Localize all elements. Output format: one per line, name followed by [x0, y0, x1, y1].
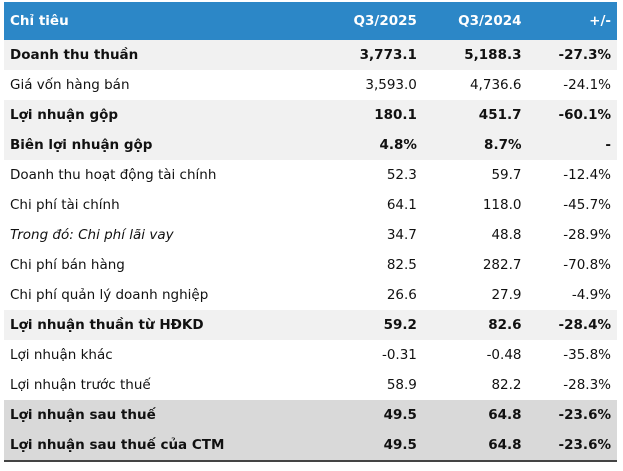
header-cell: Q3/2024	[422, 2, 528, 40]
cell-value: -24.1%	[563, 77, 611, 93]
cell-value: 4,736.6	[469, 77, 522, 93]
cell-value: 180.1	[318, 100, 423, 130]
table-row: Doanh thu thuần 3,773.1 5,188.3 -27.3%	[4, 40, 617, 70]
cell-value: -27.3%	[527, 40, 617, 70]
row-label: Chi phí tài chính	[10, 197, 120, 213]
cell-value: 64.8	[422, 430, 528, 462]
cell-value: 48.8	[491, 227, 522, 243]
cell-value: 82.2	[491, 377, 522, 393]
cell-value: -45.7%	[563, 197, 611, 213]
row-label: Chi phí bán hàng	[10, 257, 125, 273]
row-label: Lợi nhuận sau thuế của CTM	[4, 430, 319, 462]
cell-value: 5,188.3	[422, 40, 528, 70]
cell-value: 3,593.0	[365, 77, 417, 93]
table-row: Lợi nhuận gộp 180.1 451.7 -60.1%	[4, 100, 617, 130]
row-label: Lợi nhuận thuần từ HĐKD	[4, 310, 319, 340]
cell-value: -60.1%	[527, 100, 617, 130]
row-label: Chi phí quản lý doanh nghiệp	[10, 287, 209, 303]
cell-value: 27.9	[491, 287, 522, 303]
cell-value: 282.7	[482, 257, 522, 273]
table-row: Giá vốn hàng bán 3,593.0 4,736.6 -24.1%	[4, 70, 617, 100]
cell-value: 4.8%	[318, 130, 423, 160]
row-label: Lợi nhuận khác	[10, 347, 113, 363]
table-row: Chi phí bán hàng 82.5 282.7 -70.8%	[4, 250, 617, 280]
cell-value: 82.6	[422, 310, 528, 340]
cell-value: 3,773.1	[318, 40, 423, 70]
row-label: Giá vốn hàng bán	[10, 77, 130, 93]
cell-value: 59.2	[318, 310, 423, 340]
row-label: Doanh thu thuần	[4, 40, 319, 70]
table-row: Biên lợi nhuận gộp 4.8% 8.7% -	[4, 130, 617, 160]
cell-value: 26.6	[386, 287, 417, 303]
cell-value: 8.7%	[422, 130, 528, 160]
table-row: Trong đó: Chi phí lãi vay 34.7 48.8 -28.9%	[4, 220, 617, 250]
cell-value: 451.7	[422, 100, 528, 130]
table-row: Lợi nhuận thuần từ HĐKD 59.2 82.6 -28.4%	[4, 310, 617, 340]
cell-value: -	[527, 130, 617, 160]
cell-value: 49.5	[318, 400, 423, 430]
table-row: Lợi nhuận khác -0.31 -0.48 -35.8%	[4, 340, 617, 370]
header-row: Chỉ tiêu Q3/2025 Q3/2024 +/-	[4, 2, 617, 40]
table-row: Chi phí tài chính 64.1 118.0 -45.7%	[4, 190, 617, 220]
table-row: Chi phí quản lý doanh nghiệp 26.6 27.9 -4.9…	[4, 280, 617, 310]
row-label: Biên lợi nhuận gộp	[4, 130, 319, 160]
row-label: Doanh thu hoạt động tài chính	[10, 167, 217, 183]
cell-value: -23.6%	[527, 430, 617, 462]
cell-value: 52.3	[386, 167, 417, 183]
cell-value: 59.7	[491, 167, 522, 183]
table-row: Doanh thu hoạt động tài chính 52.3 59.7 -12…	[4, 160, 617, 190]
financial-table: Chỉ tiêu Q3/2025 Q3/2024 +/- Doanh thu thuầ…	[4, 2, 617, 462]
cell-value: -0.31	[381, 347, 417, 363]
cell-value: -28.3%	[563, 377, 611, 393]
cell-value: -28.9%	[563, 227, 611, 243]
header-cell: Q3/2025	[318, 2, 423, 40]
cell-value: -23.6%	[527, 400, 617, 430]
cell-value: 64.8	[422, 400, 528, 430]
cell-value: -28.4%	[527, 310, 617, 340]
header-cell: +/-	[527, 2, 617, 40]
table-body: Doanh thu thuần 3,773.1 5,188.3 -27.3% Giá v…	[4, 40, 617, 462]
table-row: Lợi nhuận trước thuế 58.9 82.2 -28.3%	[4, 370, 617, 400]
cell-value: 82.5	[386, 257, 417, 273]
cell-value: 49.5	[318, 430, 423, 462]
cell-value: 118.0	[482, 197, 522, 213]
cell-value: -0.48	[486, 347, 522, 363]
table-row: Lợi nhuận sau thuế 49.5 64.8 -23.6%	[4, 400, 617, 430]
header-cell: Chỉ tiêu	[4, 2, 319, 40]
row-label: Lợi nhuận trước thuế	[10, 377, 151, 393]
row-label: Trong đó: Chi phí lãi vay	[10, 227, 174, 243]
row-label: Lợi nhuận sau thuế	[4, 400, 319, 430]
cell-value: -70.8%	[563, 257, 611, 273]
table-row: Lợi nhuận sau thuế của CTM 49.5 64.8 -23.6%	[4, 430, 617, 462]
cell-value: -12.4%	[563, 167, 611, 183]
row-label: Lợi nhuận gộp	[4, 100, 319, 130]
cell-value: 34.7	[386, 227, 417, 243]
cell-value: -35.8%	[563, 347, 611, 363]
cell-value: -4.9%	[571, 287, 611, 303]
cell-value: 58.9	[386, 377, 417, 393]
cell-value: 64.1	[386, 197, 417, 213]
